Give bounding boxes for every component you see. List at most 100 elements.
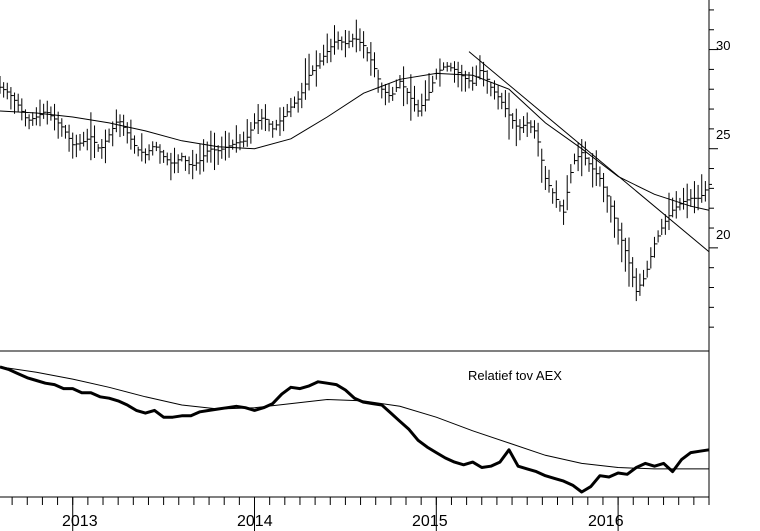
price-bar <box>275 119 280 131</box>
price-bar <box>610 196 614 223</box>
price-bar <box>657 230 662 243</box>
price-bar <box>188 156 193 175</box>
price-bar <box>377 69 382 93</box>
price-bar <box>224 130 229 161</box>
price-bar <box>584 141 589 166</box>
price-bar <box>595 150 600 186</box>
price-bar <box>39 99 43 127</box>
price-bar <box>417 99 422 117</box>
price-bar <box>363 31 367 59</box>
price-bar <box>90 112 94 161</box>
price-bar <box>486 70 491 94</box>
price-bar <box>392 86 396 101</box>
price-bar <box>112 121 116 147</box>
price-bar <box>261 108 265 130</box>
price-bar <box>690 189 694 207</box>
price-bar <box>101 139 105 159</box>
price-bar <box>541 148 545 183</box>
price-bar <box>286 103 291 117</box>
x-tick-label: 2015 <box>412 513 448 530</box>
price-bar <box>515 108 520 147</box>
price-bar <box>413 85 418 112</box>
price-bar <box>639 273 643 296</box>
relative-panel <box>0 365 710 494</box>
price-bar <box>115 109 120 133</box>
price-bar <box>344 29 349 58</box>
price-bar <box>628 237 633 287</box>
price-bar <box>555 180 560 208</box>
price-bar <box>221 136 225 159</box>
price-bar <box>123 114 127 136</box>
x-axis-ticks <box>11 497 710 531</box>
price-bar <box>28 114 33 130</box>
price-bar <box>581 139 585 177</box>
price-bar <box>43 103 47 119</box>
price-bar <box>21 98 25 121</box>
price-bar <box>613 200 618 238</box>
price-bar <box>475 65 480 87</box>
x-tick-label: 2013 <box>62 513 98 530</box>
price-bar <box>134 135 138 154</box>
price-bar <box>621 222 625 263</box>
price-bar <box>294 96 298 109</box>
price-bar <box>250 122 254 144</box>
x-tick-labels: 2013 2014 2015 2016 <box>62 513 624 530</box>
price-panel <box>0 19 712 302</box>
price-bar <box>35 107 40 126</box>
price-bar <box>144 148 149 164</box>
price-bar <box>10 87 14 110</box>
price-bar <box>192 149 196 180</box>
price-bar <box>573 153 578 165</box>
price-bar <box>428 73 433 101</box>
price-bar <box>526 112 531 137</box>
price-bar <box>75 134 80 158</box>
price-bar <box>355 19 360 53</box>
y-tick-label: 25 <box>716 127 730 142</box>
price-bar <box>210 130 214 163</box>
price-bar <box>243 131 247 148</box>
price-bar <box>424 80 429 112</box>
price-bar <box>137 146 142 157</box>
y-tick-label: 30 <box>716 38 730 53</box>
price-bar <box>483 61 487 87</box>
price-bar <box>464 70 469 92</box>
price-bar <box>195 153 200 171</box>
price-bar <box>435 68 440 80</box>
price-bar <box>3 82 7 98</box>
price-bar <box>570 164 574 184</box>
price-bar <box>290 97 294 118</box>
price-bar <box>406 87 411 105</box>
price-bar <box>559 200 563 212</box>
price-bar <box>184 155 189 171</box>
price-bar <box>246 119 251 147</box>
price-bar <box>693 181 698 214</box>
price-bar <box>501 92 505 110</box>
price-bar <box>599 166 603 187</box>
price-bar <box>83 131 87 147</box>
price-bar <box>519 119 523 141</box>
price-bar <box>646 260 651 278</box>
y-axis-ticks <box>709 9 718 328</box>
price-bar <box>304 58 309 100</box>
price-bar <box>493 80 498 100</box>
price-bar <box>403 66 407 107</box>
price-bar <box>548 169 553 193</box>
price-bar <box>334 25 338 55</box>
price-bar <box>461 64 465 92</box>
price-bar <box>301 82 305 109</box>
price-bar <box>54 103 58 131</box>
price-bar <box>512 113 516 129</box>
price-bar <box>46 100 51 125</box>
price-bar <box>497 85 502 110</box>
price-bar <box>624 237 629 272</box>
price-bar <box>653 236 658 258</box>
price-bar <box>395 79 400 92</box>
price-bar <box>384 83 389 106</box>
price-bar <box>388 83 393 103</box>
price-bar <box>664 214 669 235</box>
price-bar <box>348 30 353 49</box>
price-bar <box>675 191 680 219</box>
price-bar <box>163 149 167 163</box>
price-bar <box>254 113 258 130</box>
price-bar <box>94 125 98 159</box>
